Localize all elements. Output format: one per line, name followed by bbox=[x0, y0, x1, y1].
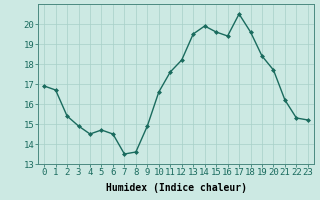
X-axis label: Humidex (Indice chaleur): Humidex (Indice chaleur) bbox=[106, 183, 246, 193]
